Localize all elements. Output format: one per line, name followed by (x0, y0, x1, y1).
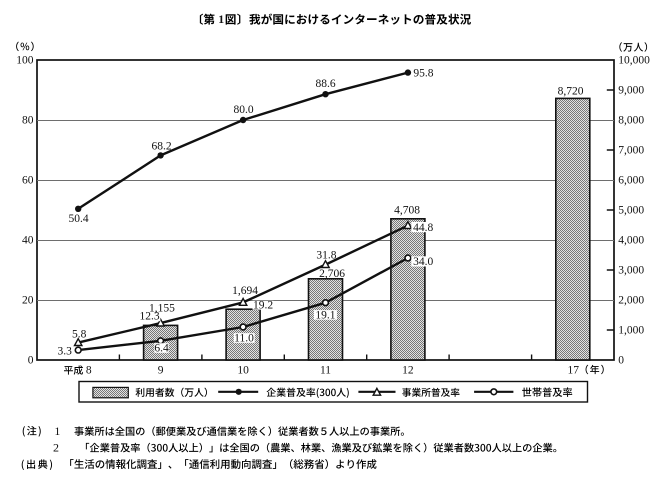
svg-text:80.0: 80.0 (234, 104, 254, 116)
svg-text:44.8: 44.8 (413, 222, 433, 234)
svg-text:17: 17 (567, 365, 579, 377)
svg-text:0: 0 (618, 355, 624, 367)
svg-text:60: 60 (22, 175, 34, 187)
svg-text:9,000: 9,000 (618, 85, 644, 97)
svg-text:1: 1 (218, 12, 224, 26)
svg-text:3,000: 3,000 (618, 265, 644, 277)
svg-text:1,694: 1,694 (232, 285, 258, 297)
svg-text:6,000: 6,000 (618, 175, 644, 187)
svg-text:1,155: 1,155 (149, 303, 175, 315)
svg-text:5.8: 5.8 (72, 328, 87, 340)
svg-text:40: 40 (22, 235, 34, 247)
svg-text:1: 1 (54, 424, 60, 438)
svg-text:8,000: 8,000 (618, 115, 644, 127)
svg-text:80: 80 (22, 115, 34, 127)
svg-text:8: 8 (86, 365, 92, 377)
svg-text:12: 12 (402, 365, 414, 377)
svg-text:19.1: 19.1 (315, 310, 335, 322)
svg-text:12.3: 12.3 (140, 311, 160, 323)
svg-text:11: 11 (320, 365, 331, 377)
svg-text:5,000: 5,000 (618, 205, 644, 217)
svg-text:4,000: 4,000 (618, 235, 644, 247)
svg-text:100: 100 (16, 55, 34, 67)
svg-text:6.4: 6.4 (154, 342, 169, 354)
svg-text:31.8: 31.8 (316, 249, 336, 261)
svg-text:1,000: 1,000 (618, 325, 644, 337)
svg-text:20: 20 (22, 295, 34, 307)
svg-text:2,000: 2,000 (618, 295, 644, 307)
svg-text:95.8: 95.8 (413, 68, 433, 80)
svg-text:11.0: 11.0 (234, 333, 254, 345)
svg-text:4,708: 4,708 (394, 204, 420, 216)
svg-text:10,000: 10,000 (618, 55, 650, 67)
svg-text:2: 2 (53, 441, 59, 455)
svg-text:3.3: 3.3 (58, 346, 73, 358)
svg-text:34.0: 34.0 (413, 256, 433, 268)
svg-text:68.2: 68.2 (151, 140, 171, 152)
svg-text:9: 9 (158, 365, 164, 377)
svg-text:7,000: 7,000 (618, 145, 644, 157)
svg-text:88.6: 88.6 (315, 78, 335, 90)
svg-text:8,720: 8,720 (558, 86, 584, 98)
svg-text:50.4: 50.4 (68, 213, 88, 225)
svg-text:19.2: 19.2 (253, 299, 273, 311)
svg-text:10: 10 (237, 365, 249, 377)
svg-text:0: 0 (28, 355, 34, 367)
svg-text:2,706: 2,706 (319, 268, 345, 280)
